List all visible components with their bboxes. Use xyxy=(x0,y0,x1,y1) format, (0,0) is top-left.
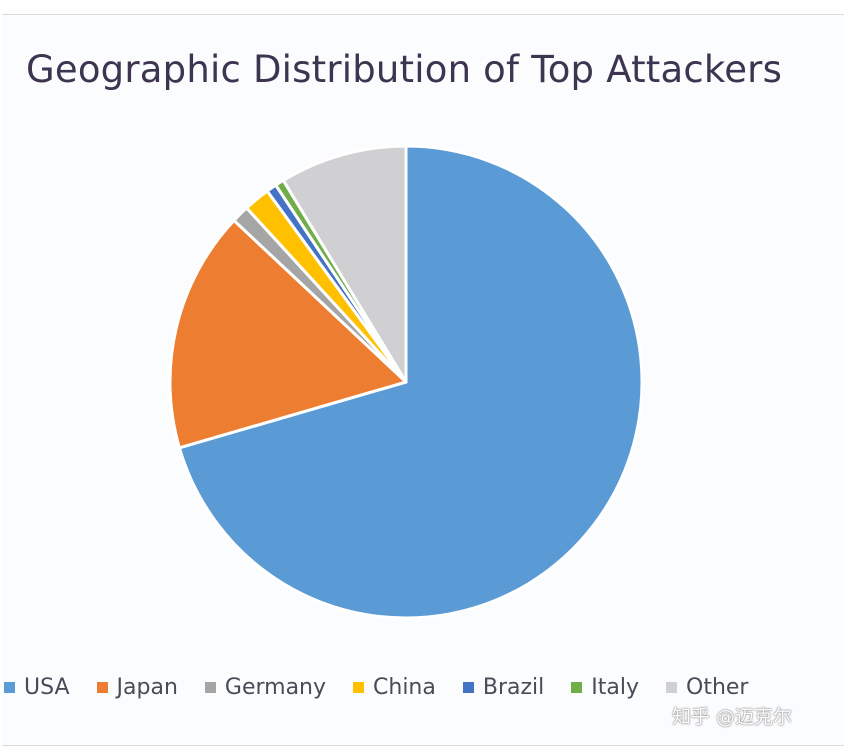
legend-item-usa: USA xyxy=(4,675,70,700)
legend-label: Germany xyxy=(224,674,327,700)
legend-label: Brazil xyxy=(482,674,545,700)
pie-slice-japan xyxy=(168,218,408,450)
legend-swatch xyxy=(462,681,474,693)
pie-slice-other xyxy=(281,144,408,384)
legend-swatch xyxy=(353,681,365,693)
legend-label: Italy xyxy=(591,674,639,700)
legend-item-brazil: Brazil xyxy=(462,674,545,700)
legend-label: Japan xyxy=(116,674,178,700)
legend-swatch xyxy=(571,681,583,693)
legend-item-italy: Italy xyxy=(571,675,639,700)
legend-label: China xyxy=(373,674,436,700)
watermark: 知乎 @迈克尔 xyxy=(672,706,793,728)
chart-legend: USA Japan Germany China Brazil Italy Other xyxy=(4,672,775,702)
legend-swatch xyxy=(204,681,216,693)
legend-item-japan: Japan xyxy=(96,674,178,700)
legend-swatch xyxy=(96,681,108,693)
legend-item-china: China xyxy=(353,675,436,700)
legend-label: Other xyxy=(686,674,749,700)
legend-swatch xyxy=(4,681,15,693)
legend-label: USA xyxy=(24,674,70,700)
legend-swatch xyxy=(666,681,677,693)
pie-slice-usa xyxy=(177,144,644,620)
chart-title: Geographic Distribution of Top Attackers xyxy=(26,48,783,91)
legend-item-other: Other xyxy=(666,675,748,700)
legend-item-germany: Germany xyxy=(204,674,327,700)
